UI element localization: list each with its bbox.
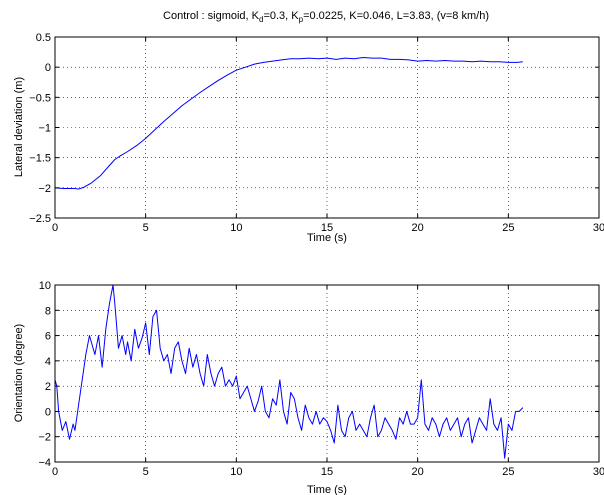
orientation-ytick-label: 2 <box>45 381 51 393</box>
orientation-ytick-label: 4 <box>45 356 51 368</box>
chart-title: Control : sigmoid, Kd=0.3, Kp=0.0225, K=… <box>163 10 489 24</box>
lateral-deviation-xtick-label: 15 <box>321 222 333 234</box>
lateral-deviation-plot: 0 5 10 15 20 25 30 −2.5 −2 −1.5 −1 −0.5 0 0.5 Time (s… <box>13 32 604 244</box>
orientation-ytick-label: −4 <box>38 457 51 469</box>
orientation-xlabel: Time (s) <box>307 484 347 495</box>
orientation-series-line <box>54 284 524 459</box>
lateral-deviation-ytick-label: 0 <box>45 62 51 74</box>
orientation-ytick-label: −2 <box>38 432 51 444</box>
lateral-deviation-xlabel: Time (s) <box>307 232 347 244</box>
lateral-deviation-xtick-label: 5 <box>143 222 149 234</box>
orientation-ylabel: Orientation (degree) <box>13 324 25 422</box>
lateral-deviation-ytick-label: −1.5 <box>29 153 51 165</box>
lateral-deviation-xtick-label: 10 <box>230 222 242 234</box>
orientation-xtick-label: 15 <box>321 466 333 478</box>
lateral-deviation-xtick-label: 30 <box>593 222 604 234</box>
orientation-ytick-label: 8 <box>45 305 51 317</box>
orientation-grid <box>55 285 599 462</box>
lateral-deviation-ticks: 0 5 10 15 20 25 30 −2.5 −2 −1.5 −1 −0.5 0 0.5 <box>29 32 604 234</box>
orientation-xtick-label: 5 <box>143 466 149 478</box>
lateral-deviation-ytick-label: −1 <box>38 123 51 135</box>
orientation-xtick-label: 10 <box>230 466 242 478</box>
orientation-ticks: 0 5 10 15 20 25 30 −4 −2 0 2 4 6 8 10 <box>38 280 604 478</box>
lateral-deviation-ytick-label: −2 <box>38 183 51 195</box>
orientation-xtick-label: 25 <box>502 466 514 478</box>
lateral-deviation-xtick-label: 20 <box>412 222 424 234</box>
lateral-deviation-grid <box>55 37 599 218</box>
orientation-xtick-label: 0 <box>52 466 58 478</box>
orientation-xtick-label: 20 <box>412 466 424 478</box>
lateral-deviation-ylabel: Lateral deviation (m) <box>13 77 25 177</box>
orientation-ytick-label: 0 <box>45 406 51 418</box>
lateral-deviation-ytick-label: 0.5 <box>36 32 51 44</box>
orientation-plot: 0 5 10 15 20 25 30 −4 −2 0 2 4 6 8 10 Time (s) Orienta… <box>13 280 604 495</box>
lateral-deviation-xtick-label: 25 <box>502 222 514 234</box>
lateral-deviation-ytick-label: −2.5 <box>29 213 51 225</box>
lateral-deviation-xtick-label: 0 <box>52 222 58 234</box>
orientation-xtick-label: 30 <box>593 466 604 478</box>
orientation-ytick-label: 10 <box>39 280 51 292</box>
orientation-marks <box>54 284 524 459</box>
lateral-deviation-series-line <box>54 57 523 190</box>
lateral-deviation-marks <box>54 57 523 190</box>
orientation-ytick-label: 6 <box>45 331 51 343</box>
lateral-deviation-ytick-label: −0.5 <box>29 92 51 104</box>
